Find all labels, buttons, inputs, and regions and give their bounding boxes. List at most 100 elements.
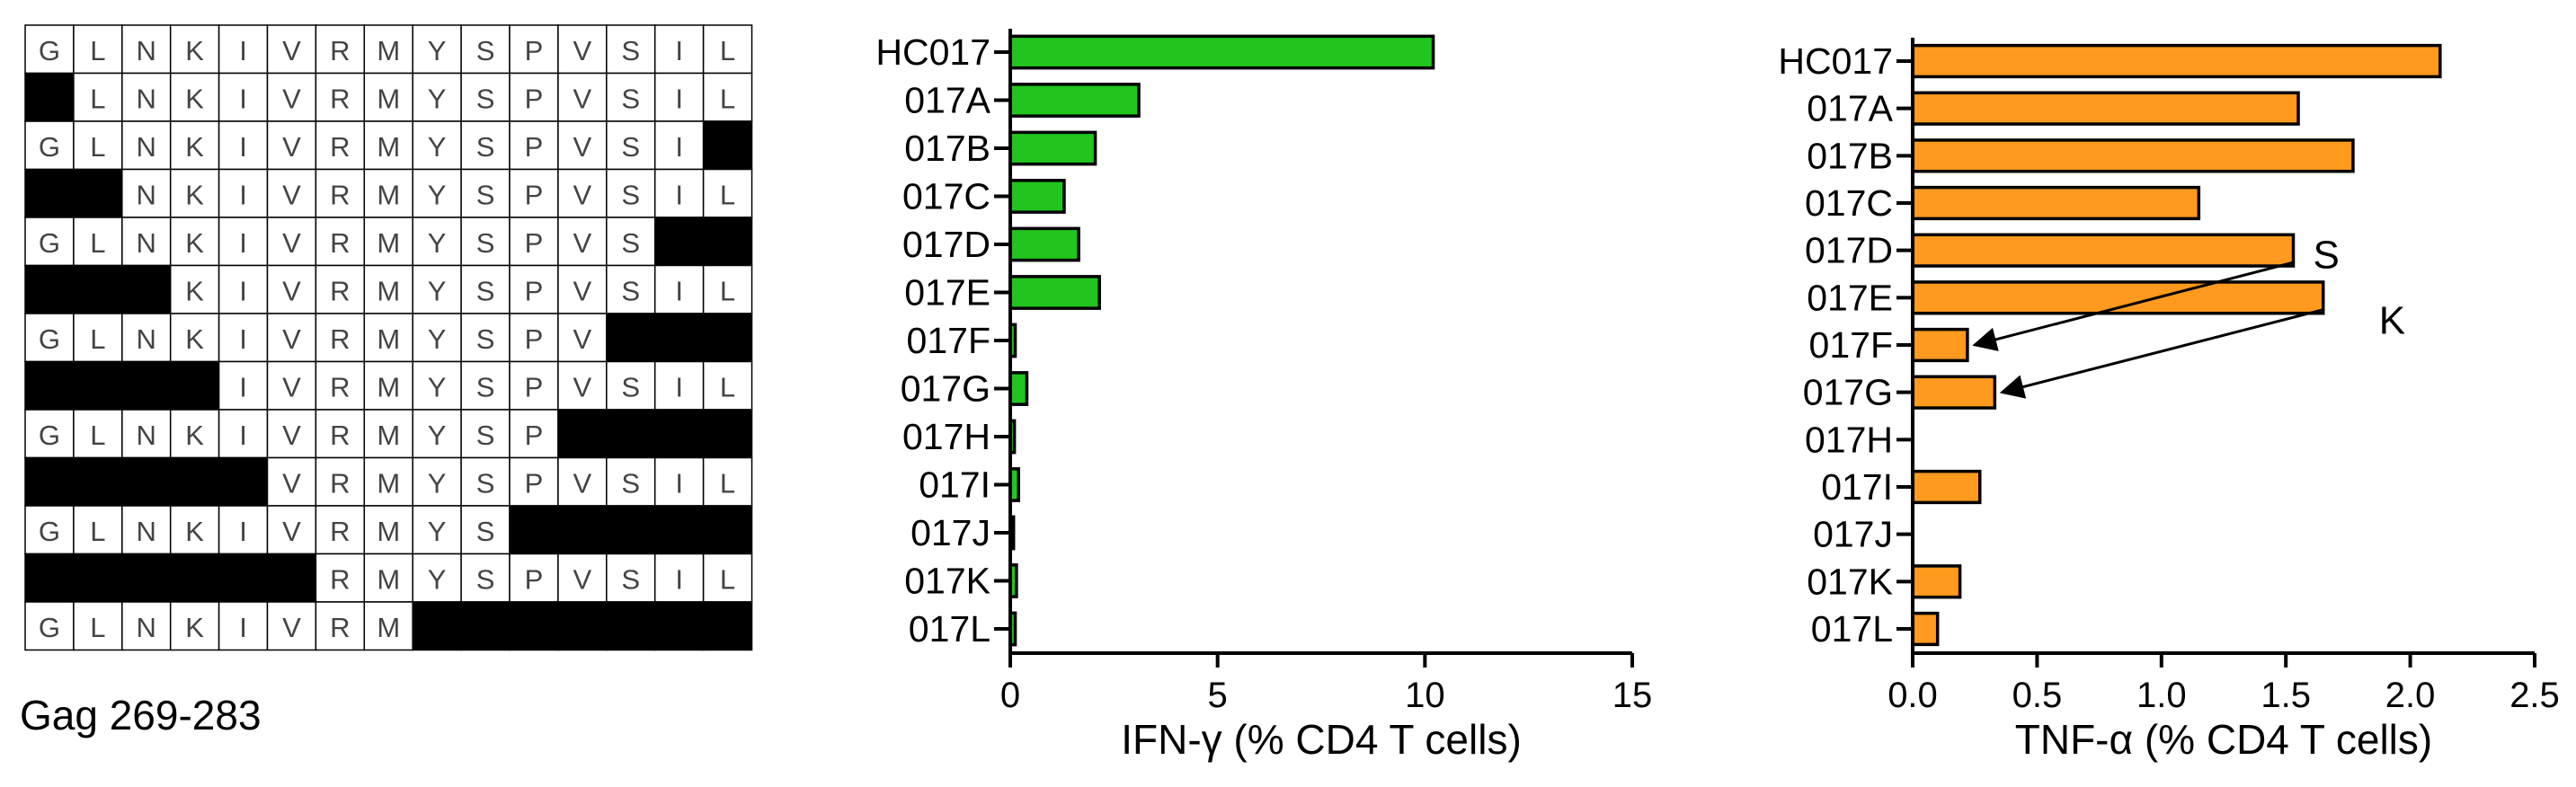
grid-cell-letter: V [573, 323, 592, 355]
grid-cell [653, 360, 705, 411]
y-tick-label: 017K [904, 561, 990, 602]
grid-cell-letter: I [675, 371, 683, 402]
grid-cell-letter: I [239, 275, 247, 306]
grid-cell-letter: R [330, 420, 350, 451]
grid-cell-letter: M [377, 131, 400, 163]
grid-cell-letter: S [476, 563, 495, 595]
grid-cell-blank [653, 313, 705, 363]
grid-cell-letter: L [720, 275, 735, 306]
grid-cell [363, 72, 413, 122]
grid-cell [412, 168, 462, 218]
grid-cell-letter: V [282, 420, 301, 451]
grid-cell [509, 409, 559, 459]
grid-cell-letter: S [621, 35, 640, 66]
grid-cell-letter: P [525, 83, 544, 114]
grid-cell-blank [218, 456, 269, 507]
grid-cell [169, 409, 220, 459]
grid-cell-letter: K [185, 516, 204, 547]
bar-017e [1008, 275, 1101, 310]
x-tick-label: 0.5 [2012, 676, 2063, 715]
grid-cell-letter: I [239, 227, 247, 259]
grid-cell-blank [557, 505, 608, 555]
grid-cell-letter: I [675, 467, 683, 499]
y-tick-label: 017I [919, 464, 990, 506]
x-tick-label: 10 [1405, 676, 1445, 715]
grid-cell-letter: Y [428, 275, 447, 306]
grid-cell-letter: L [90, 227, 105, 259]
grid-cell [73, 120, 123, 171]
grid-cell-blank [266, 553, 317, 603]
x-tick-label: 1.5 [2261, 676, 2311, 715]
grid-cell [169, 72, 220, 122]
bar-hc017 [1008, 34, 1435, 70]
grid-cell-letter: N [137, 35, 156, 66]
grid-cell [460, 24, 511, 75]
y-tick-label: 017E [1807, 277, 1893, 318]
grid-cell-letter: K [185, 323, 204, 355]
grid-cell-letter: K [185, 612, 204, 643]
grid-cell-letter: Y [428, 516, 447, 547]
grid-cell-letter: S [621, 227, 640, 259]
grid-cell-letter: V [282, 612, 301, 643]
grid-cell-letter: G [39, 35, 60, 66]
grid-cell-letter: K [185, 420, 204, 451]
grid-cell [460, 360, 511, 411]
grid-cell-letter: P [525, 420, 544, 451]
grid-cell-blank [606, 409, 656, 459]
bar-017d [1911, 233, 2296, 268]
grid-cell [266, 456, 317, 507]
grid-cell [121, 601, 172, 651]
grid-cell [266, 168, 317, 218]
grid-cell-blank [73, 264, 123, 314]
grid-cell-blank [169, 553, 220, 603]
grid-cell [121, 409, 172, 459]
grid-cell-letter: L [720, 371, 735, 402]
grid-cell-blank [702, 313, 753, 363]
bar-017b [1008, 130, 1097, 166]
grid-cell-blank [460, 601, 511, 651]
grid-cell-letter: S [476, 83, 495, 114]
grid-cell-letter: G [39, 420, 60, 451]
grid-cell-letter: V [282, 371, 301, 402]
grid-cell [363, 360, 413, 411]
grid-cell [606, 360, 656, 411]
grid-cell [606, 456, 656, 507]
grid-cell-letter: N [137, 83, 156, 114]
grid-cell [218, 601, 269, 651]
grid-cell [363, 217, 413, 267]
grid-cell-letter: R [330, 179, 350, 210]
bar-017b [1911, 138, 2355, 173]
grid-cell-blank [702, 120, 753, 171]
grid-cell [24, 409, 75, 459]
grid-cell-letter: V [282, 467, 301, 499]
grid-cell-blank [121, 553, 172, 603]
annotation-label-s: S [2314, 234, 2340, 278]
grid-cell [24, 24, 75, 75]
peptide-grid: G L N K I V R M Y S P V S I LL N K I V R M Y S P V S I LG L N K I V R M Y S P… [24, 24, 753, 651]
grid-cell [121, 313, 172, 363]
grid-cell [653, 168, 705, 218]
grid-cell-letter: I [675, 275, 683, 306]
grid-cell-letter: I [675, 563, 683, 595]
y-tick-label: 017I [1821, 466, 1893, 508]
grid-cell-blank [73, 360, 123, 411]
grid-cell [266, 409, 317, 459]
grid-cell-letter: V [282, 179, 301, 210]
grid-cell-blank [24, 72, 75, 122]
grid-cell [169, 601, 220, 651]
grid-cell-letter: M [377, 275, 400, 306]
grid-cell-blank [509, 601, 559, 651]
grid-cell [266, 505, 317, 555]
grid-cell-letter: V [573, 131, 592, 163]
grid-cell [73, 601, 123, 651]
grid-cell-blank [24, 168, 75, 218]
grid-cell [266, 360, 317, 411]
grid-cell-letter: M [377, 563, 400, 595]
grid-cell-letter: V [573, 563, 592, 595]
grid-cell-letter: K [185, 275, 204, 306]
grid-cell-letter: S [476, 179, 495, 210]
grid-cell-blank [121, 456, 172, 507]
grid-cell [266, 24, 317, 75]
bar-017g [1911, 375, 1997, 410]
grid-cell-letter: P [525, 563, 544, 595]
